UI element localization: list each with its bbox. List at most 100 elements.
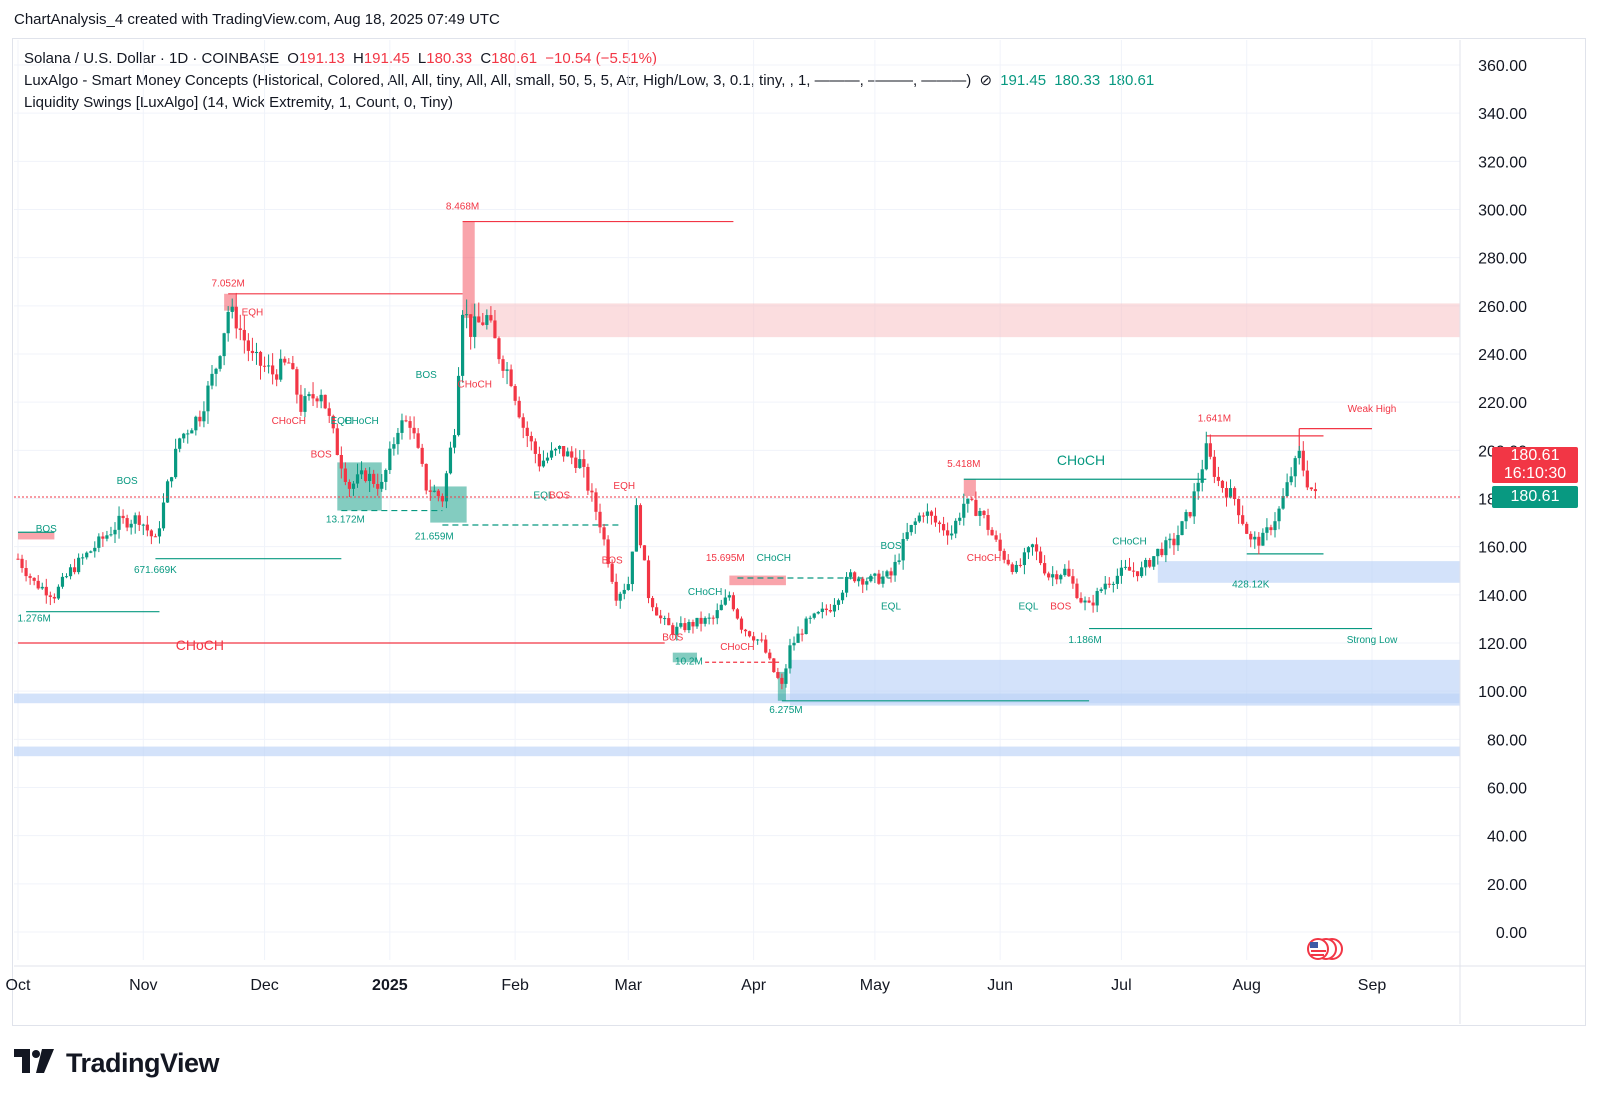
price-chart[interactable]: 7.052M 8.468M EQH BOS BOS 1.276M 671.669K CHoCH… <box>0 0 1600 1030</box>
high-value: 191.45 <box>363 50 410 67</box>
structure-label: BOS <box>416 370 437 381</box>
candle-body <box>925 511 930 516</box>
candle-body <box>804 618 808 635</box>
candle-body <box>404 420 408 422</box>
chart-credit: ChartAnalysis_4 created with TradingView… <box>14 11 500 28</box>
candle-body <box>788 645 792 669</box>
indicator1-name[interactable]: LuxAlgo - Smart Money Concepts (Historic… <box>24 72 972 89</box>
candle-body <box>355 474 360 484</box>
candle-body <box>1208 443 1212 457</box>
candle-body <box>877 573 881 584</box>
candle-body <box>24 568 28 577</box>
candle-body <box>178 438 182 449</box>
candle-body <box>283 358 287 363</box>
candle-body <box>764 639 768 653</box>
candle-body <box>650 598 655 608</box>
candle-body <box>226 311 230 334</box>
candle-body <box>1115 575 1119 584</box>
candle-body <box>655 607 659 616</box>
candle-body <box>149 530 153 537</box>
candle-body <box>610 564 614 582</box>
low-value: 180.33 <box>426 50 473 67</box>
candle-body <box>642 545 647 561</box>
candle-body <box>541 460 546 467</box>
candle-body <box>840 592 845 601</box>
price-tick-label: 120.00 <box>1478 636 1527 653</box>
us-flag-icon[interactable] <box>1304 937 1344 961</box>
candle-body <box>1160 548 1164 556</box>
candle-body <box>400 420 404 433</box>
order-block-zones <box>14 221 1460 757</box>
candle-body <box>998 539 1002 551</box>
indicator2-row[interactable]: Liquidity Swings [LuxAlgo] (14, Wick Ext… <box>24 92 1154 114</box>
indicator2-name[interactable]: Liquidity Swings [LuxAlgo] (14, Wick Ext… <box>24 94 454 111</box>
chart-legend: Solana / U.S. Dollar · 1D · COINBASE O19… <box>24 48 1154 114</box>
candle-body <box>396 432 400 445</box>
candle-body <box>93 547 97 552</box>
candle-body <box>574 457 578 468</box>
structure-lines <box>18 220 1372 702</box>
candle-body <box>347 481 352 489</box>
candle-body <box>1047 573 1051 578</box>
candle-body <box>602 527 606 540</box>
candle-body <box>1018 564 1022 566</box>
candle-body <box>1188 512 1192 517</box>
candle-body <box>1301 450 1305 471</box>
candle-body <box>380 481 384 489</box>
candle-body <box>174 448 178 478</box>
candle-body <box>1131 570 1136 572</box>
candle-body <box>287 362 291 364</box>
candle-body <box>169 477 174 482</box>
candle-body <box>1144 559 1148 568</box>
candle-body <box>1164 540 1168 556</box>
candle-body <box>986 515 990 530</box>
indicator1-value-1: 191.45 <box>1000 72 1047 89</box>
bearish-order-block <box>462 221 475 318</box>
candle-body <box>594 492 598 512</box>
candle-body <box>913 521 917 526</box>
candle-body <box>812 613 816 618</box>
structure-label: 8.468M <box>446 202 479 213</box>
candle-body <box>1103 583 1107 590</box>
candle-body <box>994 535 998 540</box>
candle-body <box>56 586 61 599</box>
candle-body <box>307 394 311 397</box>
structure-label: 10.2M <box>675 657 703 668</box>
candle-body <box>327 408 331 416</box>
candle-body <box>266 365 271 367</box>
structure-label: CHoCH <box>967 553 1001 564</box>
candle-body <box>844 576 849 593</box>
candle-body <box>691 621 695 627</box>
candle-body <box>933 515 938 523</box>
candle-body <box>675 626 679 635</box>
indicator1-row[interactable]: LuxAlgo - Smart Money Concepts (Historic… <box>24 70 1154 92</box>
candle-body <box>1075 583 1079 599</box>
candle-body <box>465 314 469 316</box>
candle-body <box>20 558 24 569</box>
eye-off-icon[interactable]: ⊘ <box>979 72 993 89</box>
tradingview-brand[interactable]: TradingView <box>14 1048 220 1079</box>
structure-label: CHoCH <box>457 380 491 391</box>
candle-body <box>351 483 356 489</box>
candle-body <box>32 577 36 581</box>
candle-body <box>1010 564 1014 573</box>
candle-body <box>517 400 521 418</box>
structure-label: CHoCH <box>272 416 306 427</box>
candle-body <box>929 511 934 516</box>
symbol-row[interactable]: Solana / U.S. Dollar · 1D · COINBASE O19… <box>24 48 1154 70</box>
candle-body <box>1079 598 1083 603</box>
candle-body <box>1002 550 1006 560</box>
change-value: −10.54 (−5.51%) <box>545 50 657 67</box>
candle-body <box>606 539 610 565</box>
candle-body <box>739 618 744 630</box>
candle-body <box>214 368 218 374</box>
candle-body <box>909 525 913 533</box>
price-tick-label: 40.00 <box>1487 829 1527 846</box>
candle-body <box>1196 482 1200 492</box>
candle-body <box>359 470 364 475</box>
candle-body <box>246 340 250 351</box>
candle-body <box>440 496 444 502</box>
symbol-name[interactable]: Solana / U.S. Dollar · 1D · COINBASE <box>24 50 280 67</box>
candle-body <box>1184 512 1188 522</box>
candle-body <box>941 524 946 531</box>
